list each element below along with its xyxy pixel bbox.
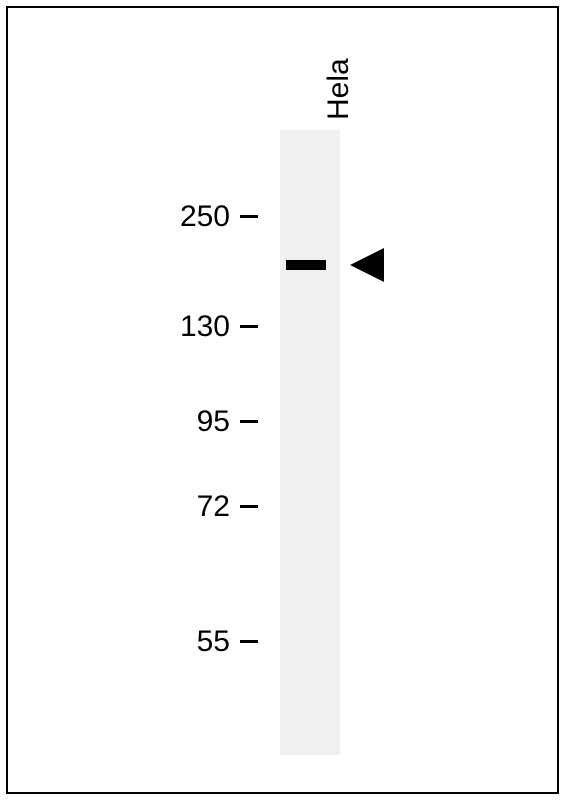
mw-tick	[240, 505, 258, 508]
band-indicator-arrow-icon	[350, 248, 384, 282]
mw-tick	[240, 325, 258, 328]
mw-tick	[240, 640, 258, 643]
blot-lane	[280, 130, 340, 755]
mw-tick	[240, 215, 258, 218]
mw-label: 250	[180, 200, 230, 234]
lane-label: Hela	[322, 58, 356, 120]
mw-tick	[240, 420, 258, 423]
mw-label: 55	[197, 625, 230, 659]
protein-band	[286, 260, 326, 270]
arrow-left-icon	[350, 248, 384, 282]
mw-label: 95	[197, 405, 230, 439]
mw-label: 130	[180, 310, 230, 344]
mw-label: 72	[197, 490, 230, 524]
